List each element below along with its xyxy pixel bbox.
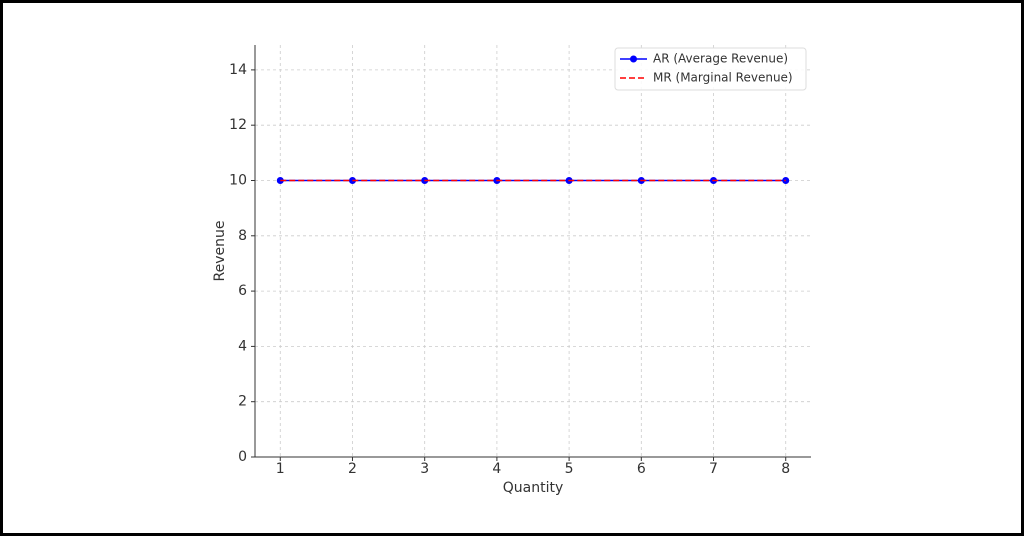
x-axis-label: Quantity: [503, 480, 564, 496]
legend-label: AR (Average Revenue): [653, 52, 788, 66]
legend-marker: [630, 55, 637, 63]
y-tick-label: 0: [238, 449, 247, 465]
y-tick-label: 4: [238, 338, 247, 354]
x-tick-label: 6: [637, 461, 646, 477]
y-tick-label: 2: [238, 394, 247, 410]
y-tick-label: 10: [229, 172, 247, 188]
x-tick-label: 4: [492, 461, 501, 477]
x-tick-label: 3: [420, 461, 429, 477]
y-tick-label: 6: [238, 283, 247, 299]
legend-box: [614, 47, 807, 91]
x-tick-label: 1: [276, 461, 285, 477]
y-tick-label: 14: [229, 62, 247, 78]
x-tick-label: 8: [781, 461, 790, 477]
y-axis-label: Revenue: [212, 221, 228, 282]
x-tick-label: 2: [348, 461, 357, 477]
y-tick-label: 12: [229, 117, 247, 133]
x-tick-label: 7: [709, 461, 718, 477]
y-tick-label: 8: [238, 228, 247, 244]
legend-label: MR (Marginal Revenue): [653, 71, 793, 85]
x-tick-label: 5: [565, 461, 574, 477]
